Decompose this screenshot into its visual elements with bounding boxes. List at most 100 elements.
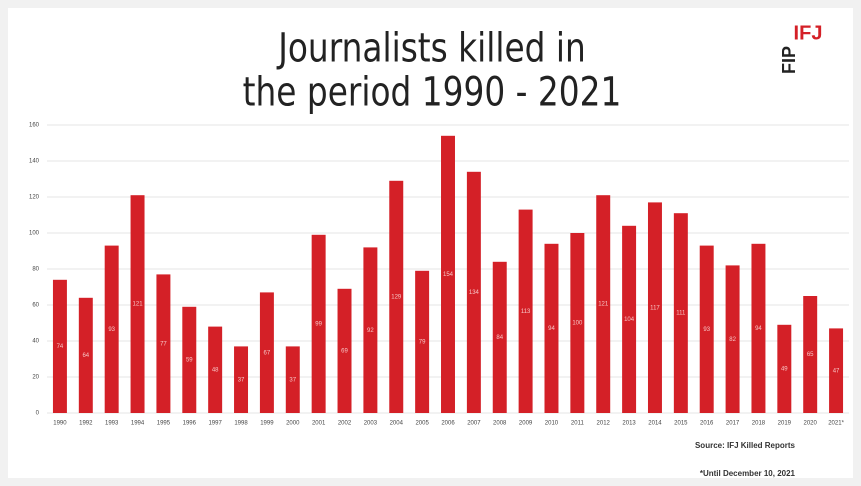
bar [78,297,93,413]
x-tick-label: 2006 [441,421,455,427]
data-label: 77 [160,341,167,347]
logo-text: FIP [779,46,799,74]
x-tick-label: 2016 [700,421,714,427]
x-tick-label: 2020 [804,421,818,427]
x-tick-label: 1993 [105,421,119,427]
x-tick-label: 2008 [493,421,507,427]
bar [647,202,662,413]
y-tick-label: 100 [29,231,40,237]
y-tick-label: 140 [29,159,40,165]
bar [311,234,326,413]
y-tick-label: 20 [32,375,39,381]
bar [777,324,792,413]
y-tick-label: 40 [32,339,39,345]
y-tick-label: 0 [36,411,40,417]
bar [673,213,688,413]
x-tick-label: 2017 [726,421,740,427]
x-tick-label: 2011 [571,421,585,427]
data-label: 113 [521,309,531,315]
data-label: 117 [650,305,660,311]
data-label: 94 [548,326,555,332]
x-tick-label: 2004 [390,421,404,427]
y-tick-label: 160 [29,123,40,129]
x-tick-label: 2021* [828,421,844,427]
x-tick-label: 2010 [545,421,559,427]
data-label: 65 [807,352,814,358]
x-tick-label: 2018 [752,421,766,427]
y-tick-label: 60 [32,303,39,309]
x-tick-label: 2014 [648,421,662,427]
data-label: 69 [341,348,348,354]
bar [466,171,481,413]
x-tick-label: 2005 [415,421,429,427]
bar [104,245,119,413]
bar [518,209,533,413]
bar [622,225,637,413]
x-tick-label: 2013 [622,421,636,427]
logo-text: IFJ [794,22,823,44]
x-tick-label: 2015 [674,421,688,427]
x-tick-label: 1992 [79,421,93,427]
bar [182,306,197,413]
x-tick-label: 1994 [131,421,145,427]
bar [337,288,352,413]
data-label: 121 [133,302,144,308]
bar [596,195,611,413]
x-tick-label: 2002 [338,421,352,427]
bar [415,270,430,413]
bar [570,233,585,413]
bar [363,247,378,413]
bar [389,180,404,413]
y-tick-label: 80 [32,267,39,273]
data-label: 64 [82,353,89,359]
x-tick-label: 1997 [208,421,222,427]
x-tick-label: 1995 [157,421,171,427]
bar [52,279,67,413]
note: *Until December 10, 2021 [700,469,796,478]
x-tick-label: 2000 [286,421,300,427]
x-tick-label: 2019 [778,421,792,427]
y-tick-label: 120 [29,195,40,201]
x-tick-label: 2001 [312,421,326,427]
bar [751,243,766,413]
data-label: 94 [755,326,762,332]
bar [829,328,844,413]
bar [259,292,274,413]
bar [544,243,559,413]
data-label: 48 [212,367,219,373]
data-label: 37 [238,377,245,383]
x-tick-label: 1998 [234,421,248,427]
data-label: 134 [469,290,480,296]
data-label: 100 [572,321,583,327]
x-tick-label: 2009 [519,421,533,427]
bar [725,265,740,413]
data-label: 93 [108,327,115,333]
data-label: 67 [264,350,271,356]
x-tick-label: 2007 [467,421,481,427]
data-label: 104 [624,317,635,323]
data-label: 37 [289,377,296,383]
data-label: 93 [703,327,710,333]
bar [130,195,145,413]
bar [803,296,818,413]
data-label: 111 [676,311,686,317]
x-tick-label: 1990 [53,421,67,427]
title-line: the period 1990 - 2021 [243,68,622,115]
data-label: 59 [186,357,193,363]
source: Source: IFJ Killed Reports [695,441,796,450]
data-label: 84 [496,335,503,341]
x-tick-label: 1999 [260,421,274,427]
data-label: 74 [57,344,64,350]
title-line: Journalists killed in [276,24,585,71]
data-label: 49 [781,366,788,372]
bar [208,326,223,413]
x-tick-label: 2012 [597,421,611,427]
bar [441,135,455,414]
data-label: 47 [833,368,840,374]
bar [699,245,714,413]
x-tick-label: 2003 [364,421,378,427]
data-label: 121 [598,302,609,308]
data-label: 129 [391,294,402,300]
